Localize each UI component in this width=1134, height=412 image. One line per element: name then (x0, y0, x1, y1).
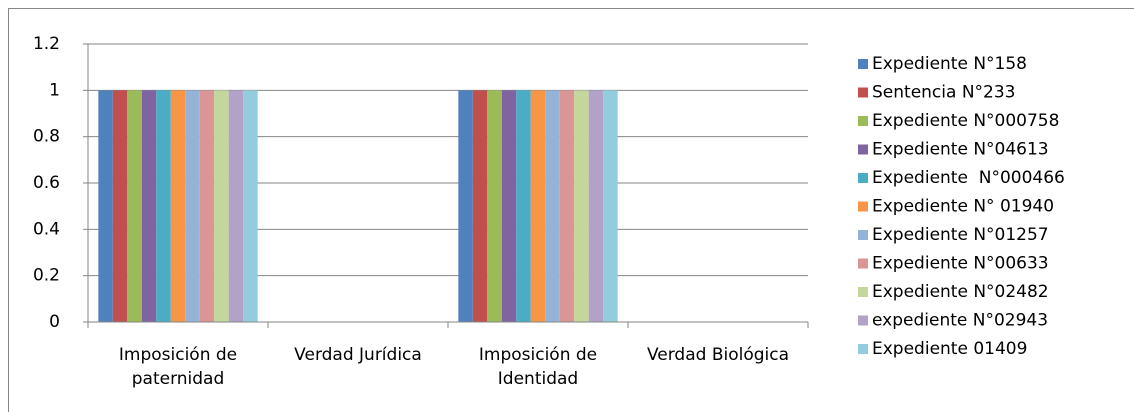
y-tick-label: 0.2 (33, 266, 60, 286)
bar (214, 90, 229, 322)
bar (487, 90, 502, 322)
bar (588, 90, 604, 322)
legend-swatch (858, 258, 868, 269)
bar (170, 90, 186, 322)
bar (112, 90, 128, 322)
y-tick-label: 0 (49, 312, 60, 332)
y-tick-label: 1 (49, 80, 60, 100)
x-tick-label: Verdad Biológica (646, 345, 790, 365)
bar (141, 90, 157, 322)
y-tick-label: 0.8 (33, 127, 60, 147)
legend-label: Expediente N°02482 (872, 282, 1049, 302)
legend-label: Expediente N°01257 (872, 225, 1049, 245)
bar (127, 90, 142, 322)
legend-label: Expediente N°04613 (872, 140, 1049, 160)
legend-swatch (858, 201, 868, 212)
y-tick-label: 1.2 (33, 34, 60, 54)
bar (199, 90, 215, 322)
legend-swatch (858, 116, 868, 126)
bar (530, 90, 546, 322)
legend-swatch (858, 344, 868, 354)
bar (545, 90, 560, 322)
legend-label: Expediente 01409 (872, 339, 1027, 359)
bar (574, 90, 589, 322)
legend-swatch (858, 59, 868, 69)
bar (501, 90, 517, 322)
bar (458, 90, 473, 322)
y-tick-label: 0.6 (33, 173, 60, 193)
x-tick-label: Imposición de paternidad (118, 345, 238, 389)
bar (472, 90, 488, 322)
bar (559, 90, 575, 322)
bar (185, 90, 200, 322)
legend-swatch (858, 173, 868, 183)
bar (156, 90, 171, 322)
legend-swatch (858, 287, 868, 297)
legend-label: Expediente N°158 (872, 54, 1027, 74)
legend-swatch (858, 315, 868, 326)
legend-swatch (858, 87, 868, 98)
bar (516, 90, 531, 322)
legend-label: Expediente N° 01940 (872, 197, 1054, 217)
legend-swatch (858, 144, 868, 155)
legend-label: Expediente N°00633 (872, 254, 1049, 274)
legend-swatch (858, 230, 868, 240)
bar (228, 90, 244, 322)
legend-label: Expediente N°000758 (872, 111, 1059, 131)
x-tick-label: Verdad Jurídica (294, 345, 422, 365)
bar (243, 90, 258, 322)
legend-label: Sentencia N°233 (872, 83, 1015, 103)
legend-label: Expediente N°000466 (872, 168, 1065, 188)
legend-label: expediente N°02943 (872, 311, 1048, 331)
bar (603, 90, 618, 322)
y-tick-label: 0.4 (33, 219, 60, 239)
x-tick-label: Imposición de Identidad (478, 345, 598, 389)
bar (98, 90, 113, 322)
